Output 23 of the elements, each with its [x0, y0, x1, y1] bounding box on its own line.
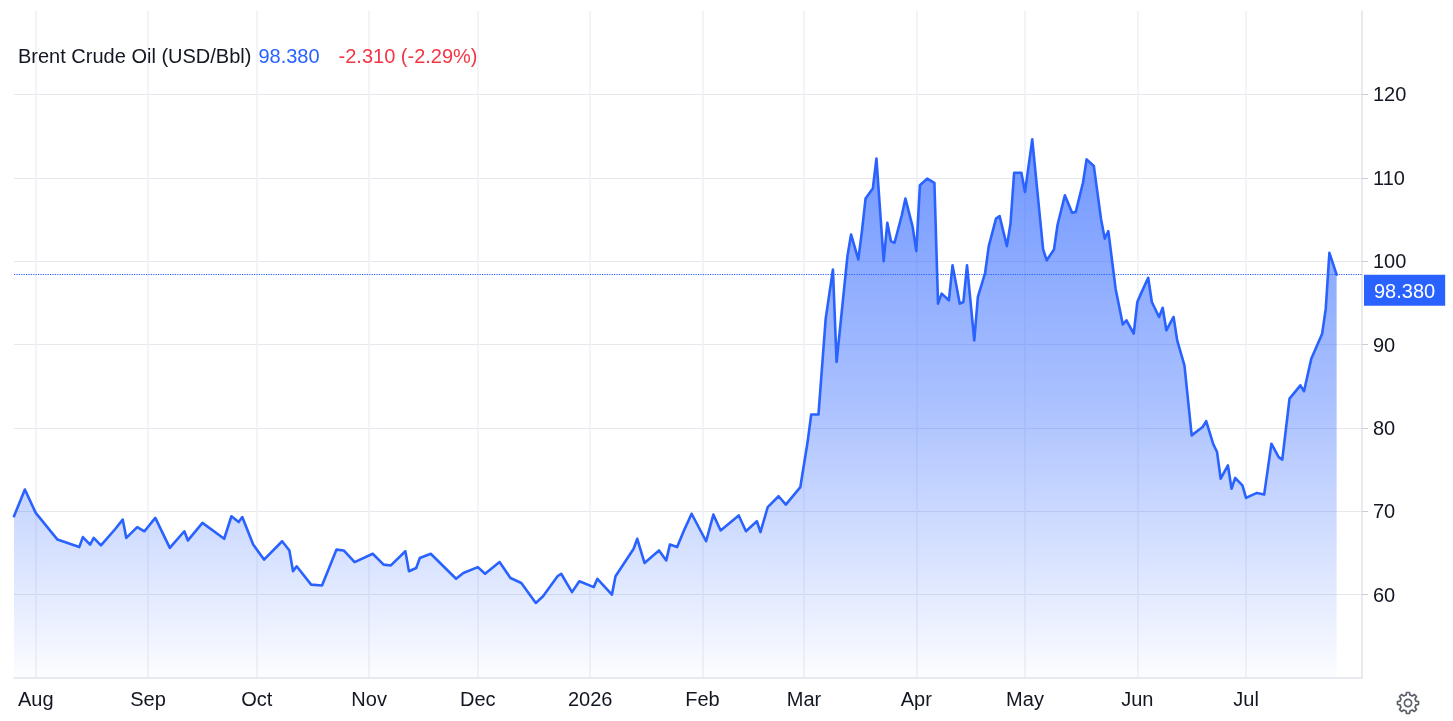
x-tick-label: Apr: [900, 688, 933, 710]
x-tick-label: Oct: [241, 688, 273, 710]
text: Brent Crude Oil (USD/Bbl): [18, 45, 252, 67]
x-tick-label: Mar: [786, 688, 822, 710]
x-tick-label: Aug: [17, 688, 54, 710]
x-tick-label: Jun: [1121, 688, 1154, 710]
y-tick-label: 120: [1373, 83, 1407, 106]
annotation: -2.310 (-2.29%): [338, 45, 478, 67]
annotation: 98.380: [258, 45, 320, 67]
y-tick-label: 110: [1373, 166, 1405, 189]
y-tick-label: 90: [1373, 333, 1396, 356]
y-tick-label: 100: [1373, 250, 1407, 273]
x-tick-label: 2026: [567, 688, 613, 710]
x-tick-label: Feb: [685, 688, 720, 710]
x-tick-label: Sep: [130, 688, 166, 710]
x-tick-label: Jul: [1233, 688, 1259, 710]
y-tick-label: 80: [1373, 416, 1396, 439]
y-tick-label: 70: [1373, 500, 1396, 523]
x-tick-label: May: [1006, 688, 1044, 710]
x-tick-label: Nov: [351, 688, 387, 710]
ref-line-label: 98.380: [1374, 279, 1436, 302]
x-tick-label: Dec: [460, 688, 496, 710]
y-tick-label: 60: [1373, 583, 1396, 606]
